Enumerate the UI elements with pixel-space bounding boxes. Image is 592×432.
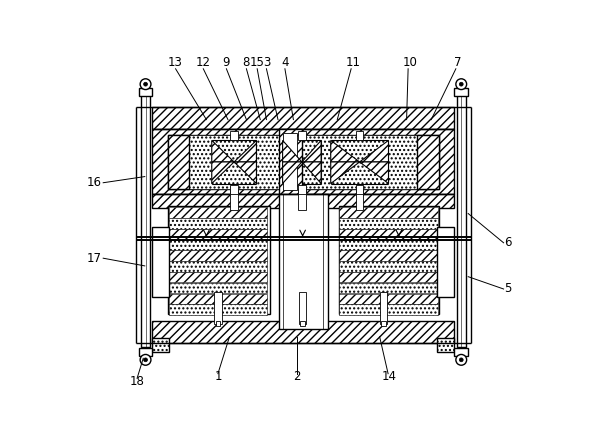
Polygon shape — [212, 140, 234, 162]
Polygon shape — [302, 140, 321, 162]
Text: 5: 5 — [504, 283, 512, 295]
Bar — [339, 283, 438, 293]
Text: 14: 14 — [382, 370, 397, 383]
Bar — [379, 292, 387, 324]
Bar — [189, 135, 279, 189]
Text: 2: 2 — [294, 370, 301, 383]
Bar — [230, 131, 238, 140]
Bar — [437, 338, 454, 352]
Text: 13: 13 — [168, 56, 183, 69]
Polygon shape — [282, 140, 302, 162]
Bar — [215, 321, 220, 326]
Polygon shape — [331, 140, 359, 162]
Circle shape — [456, 354, 466, 365]
Bar — [456, 94, 466, 347]
Bar — [214, 292, 222, 324]
Bar — [356, 189, 363, 210]
Text: 15: 15 — [250, 56, 265, 69]
Bar — [169, 229, 267, 239]
Circle shape — [459, 358, 463, 362]
Bar — [141, 94, 150, 347]
Polygon shape — [234, 162, 256, 184]
Bar — [339, 261, 438, 272]
Polygon shape — [359, 162, 388, 184]
Bar — [339, 229, 438, 239]
Bar — [356, 131, 363, 140]
Bar — [169, 272, 267, 283]
Bar — [298, 185, 305, 194]
Bar — [153, 129, 454, 194]
Text: 1: 1 — [214, 370, 221, 383]
Text: 4: 4 — [281, 56, 289, 69]
Bar — [298, 131, 305, 140]
Circle shape — [140, 79, 151, 89]
Bar — [339, 251, 438, 261]
Bar — [284, 133, 297, 191]
Text: 6: 6 — [504, 236, 512, 249]
Polygon shape — [331, 162, 359, 184]
Polygon shape — [282, 162, 302, 184]
Text: 18: 18 — [130, 375, 144, 388]
Text: 17: 17 — [86, 252, 101, 265]
Bar — [339, 206, 439, 314]
Bar — [454, 348, 468, 356]
Bar — [279, 194, 328, 329]
Text: 12: 12 — [196, 56, 211, 69]
Polygon shape — [359, 140, 388, 162]
Bar — [169, 240, 267, 250]
Bar — [454, 88, 468, 96]
Bar — [169, 294, 267, 304]
Bar — [169, 283, 267, 293]
Bar — [230, 189, 238, 210]
Bar — [381, 321, 386, 326]
Bar — [153, 321, 454, 343]
Bar — [153, 107, 454, 129]
Circle shape — [144, 358, 147, 362]
Text: 7: 7 — [453, 56, 461, 69]
Bar — [339, 218, 438, 229]
Circle shape — [456, 79, 466, 89]
Bar — [279, 129, 302, 194]
Circle shape — [459, 82, 463, 86]
Bar — [168, 135, 189, 189]
Bar — [169, 261, 267, 272]
Polygon shape — [212, 162, 234, 184]
Bar — [139, 88, 153, 96]
Bar — [339, 272, 438, 283]
Bar — [169, 305, 267, 315]
Bar — [168, 135, 439, 189]
Bar — [168, 206, 269, 314]
Polygon shape — [234, 140, 256, 162]
Bar — [417, 135, 439, 189]
Bar — [230, 185, 238, 194]
Bar — [339, 207, 438, 218]
Bar — [302, 135, 417, 189]
Bar — [139, 348, 153, 356]
Text: 16: 16 — [86, 176, 101, 189]
Text: 10: 10 — [402, 56, 417, 69]
Text: 3: 3 — [263, 56, 270, 69]
Text: 9: 9 — [223, 56, 230, 69]
Text: 8: 8 — [243, 56, 250, 69]
Bar — [169, 251, 267, 261]
Polygon shape — [302, 162, 321, 184]
Circle shape — [140, 354, 151, 365]
Bar — [298, 189, 305, 210]
Bar — [299, 292, 307, 324]
Bar — [356, 185, 363, 194]
Bar — [153, 227, 169, 297]
Bar — [339, 294, 438, 304]
Bar — [169, 218, 267, 229]
Bar — [153, 338, 169, 352]
Bar — [169, 207, 267, 218]
Circle shape — [144, 82, 147, 86]
Bar — [437, 227, 454, 297]
Bar — [339, 305, 438, 315]
Text: 11: 11 — [345, 56, 360, 69]
Bar — [300, 321, 305, 326]
Bar — [339, 240, 438, 250]
Bar — [153, 194, 454, 208]
